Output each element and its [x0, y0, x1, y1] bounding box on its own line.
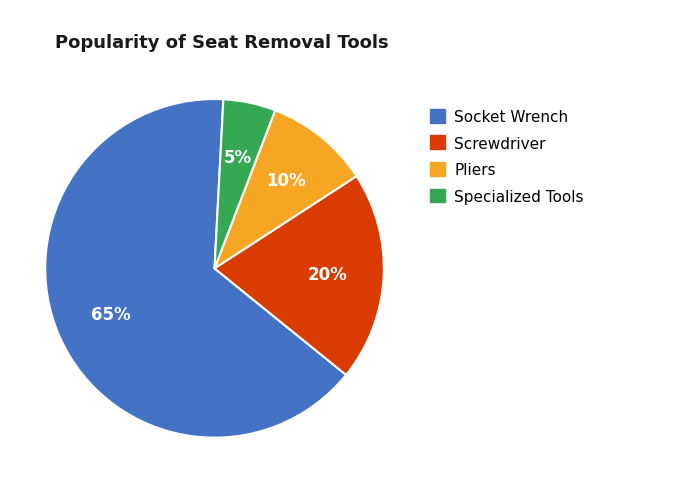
- Text: 65%: 65%: [91, 306, 131, 324]
- Text: 10%: 10%: [266, 172, 306, 190]
- Wedge shape: [215, 100, 275, 269]
- Wedge shape: [45, 100, 346, 438]
- Legend: Socket Wrench, Screwdriver, Pliers, Specialized Tools: Socket Wrench, Screwdriver, Pliers, Spec…: [424, 104, 590, 210]
- Text: 5%: 5%: [224, 149, 252, 167]
- Wedge shape: [215, 111, 356, 269]
- Text: 20%: 20%: [308, 266, 347, 284]
- Text: Popularity of Seat Removal Tools: Popularity of Seat Removal Tools: [55, 34, 389, 51]
- Wedge shape: [215, 177, 384, 375]
